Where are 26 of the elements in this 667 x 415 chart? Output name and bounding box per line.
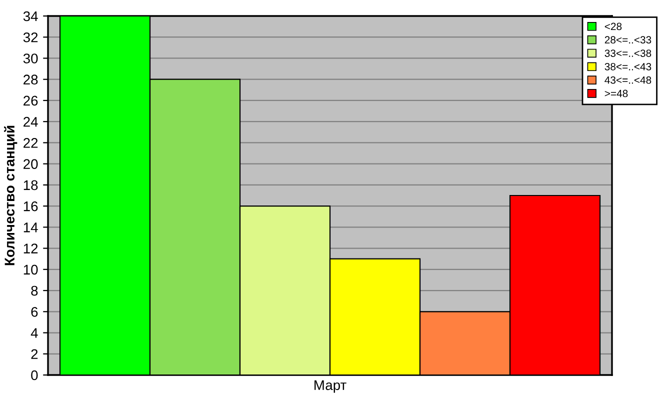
legend-label: 33<=..<38 [604, 50, 652, 57]
y-tick-label: 24 [24, 116, 38, 127]
y-tick-label: 0 [31, 370, 38, 380]
legend-label: >=48 [604, 90, 628, 98]
y-tick-label: 4 [30, 328, 38, 338]
legend-label: 28<=..<33 [604, 36, 652, 44]
y-axis-title: Количество станций [4, 126, 18, 266]
y-tick-label: 28 [24, 74, 38, 85]
y-tick-label: 16 [24, 201, 38, 212]
legend-label: 43<=..<48 [604, 76, 652, 84]
y-tick-label: 10 [24, 264, 38, 275]
y-tick-label: 30 [23, 54, 38, 64]
y-tick-label: 26 [24, 96, 38, 106]
y-tick-label: 34 [23, 11, 38, 22]
y-tick-label: 14 [24, 222, 38, 232]
y-tick-label: 2 [31, 349, 38, 359]
y-tick-label: 32 [23, 32, 38, 42]
y-tick-label: 12 [24, 244, 38, 254]
y-tick-label: 6 [31, 306, 38, 317]
y-tick-label: 18 [24, 180, 38, 190]
y-tick-label: 8 [31, 286, 38, 296]
y-tick-label: 22 [24, 138, 38, 148]
legend-label: <28 [604, 22, 622, 30]
y-tick-label: 20 [24, 159, 38, 169]
x-tick-label: Март [314, 380, 346, 393]
legend-label: 38<=..<43 [604, 62, 652, 70]
